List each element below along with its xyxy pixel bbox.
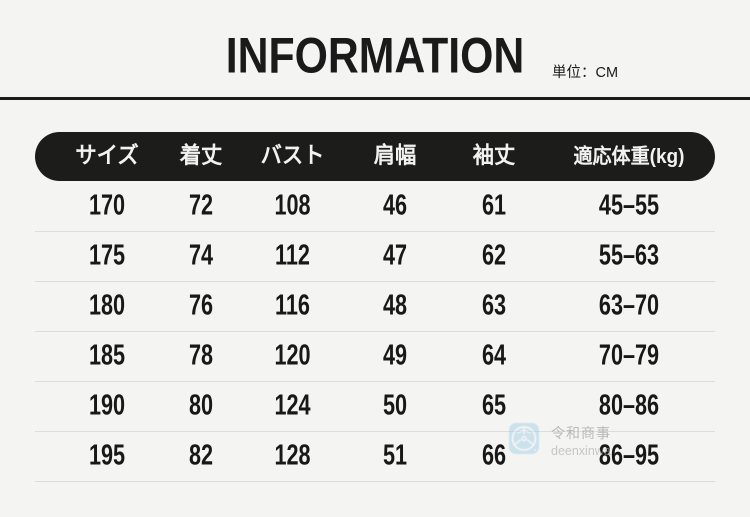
svg-text:deenxinwa: deenxinwa: [551, 444, 611, 458]
svg-text:令和商事: 令和商事: [551, 426, 611, 442]
